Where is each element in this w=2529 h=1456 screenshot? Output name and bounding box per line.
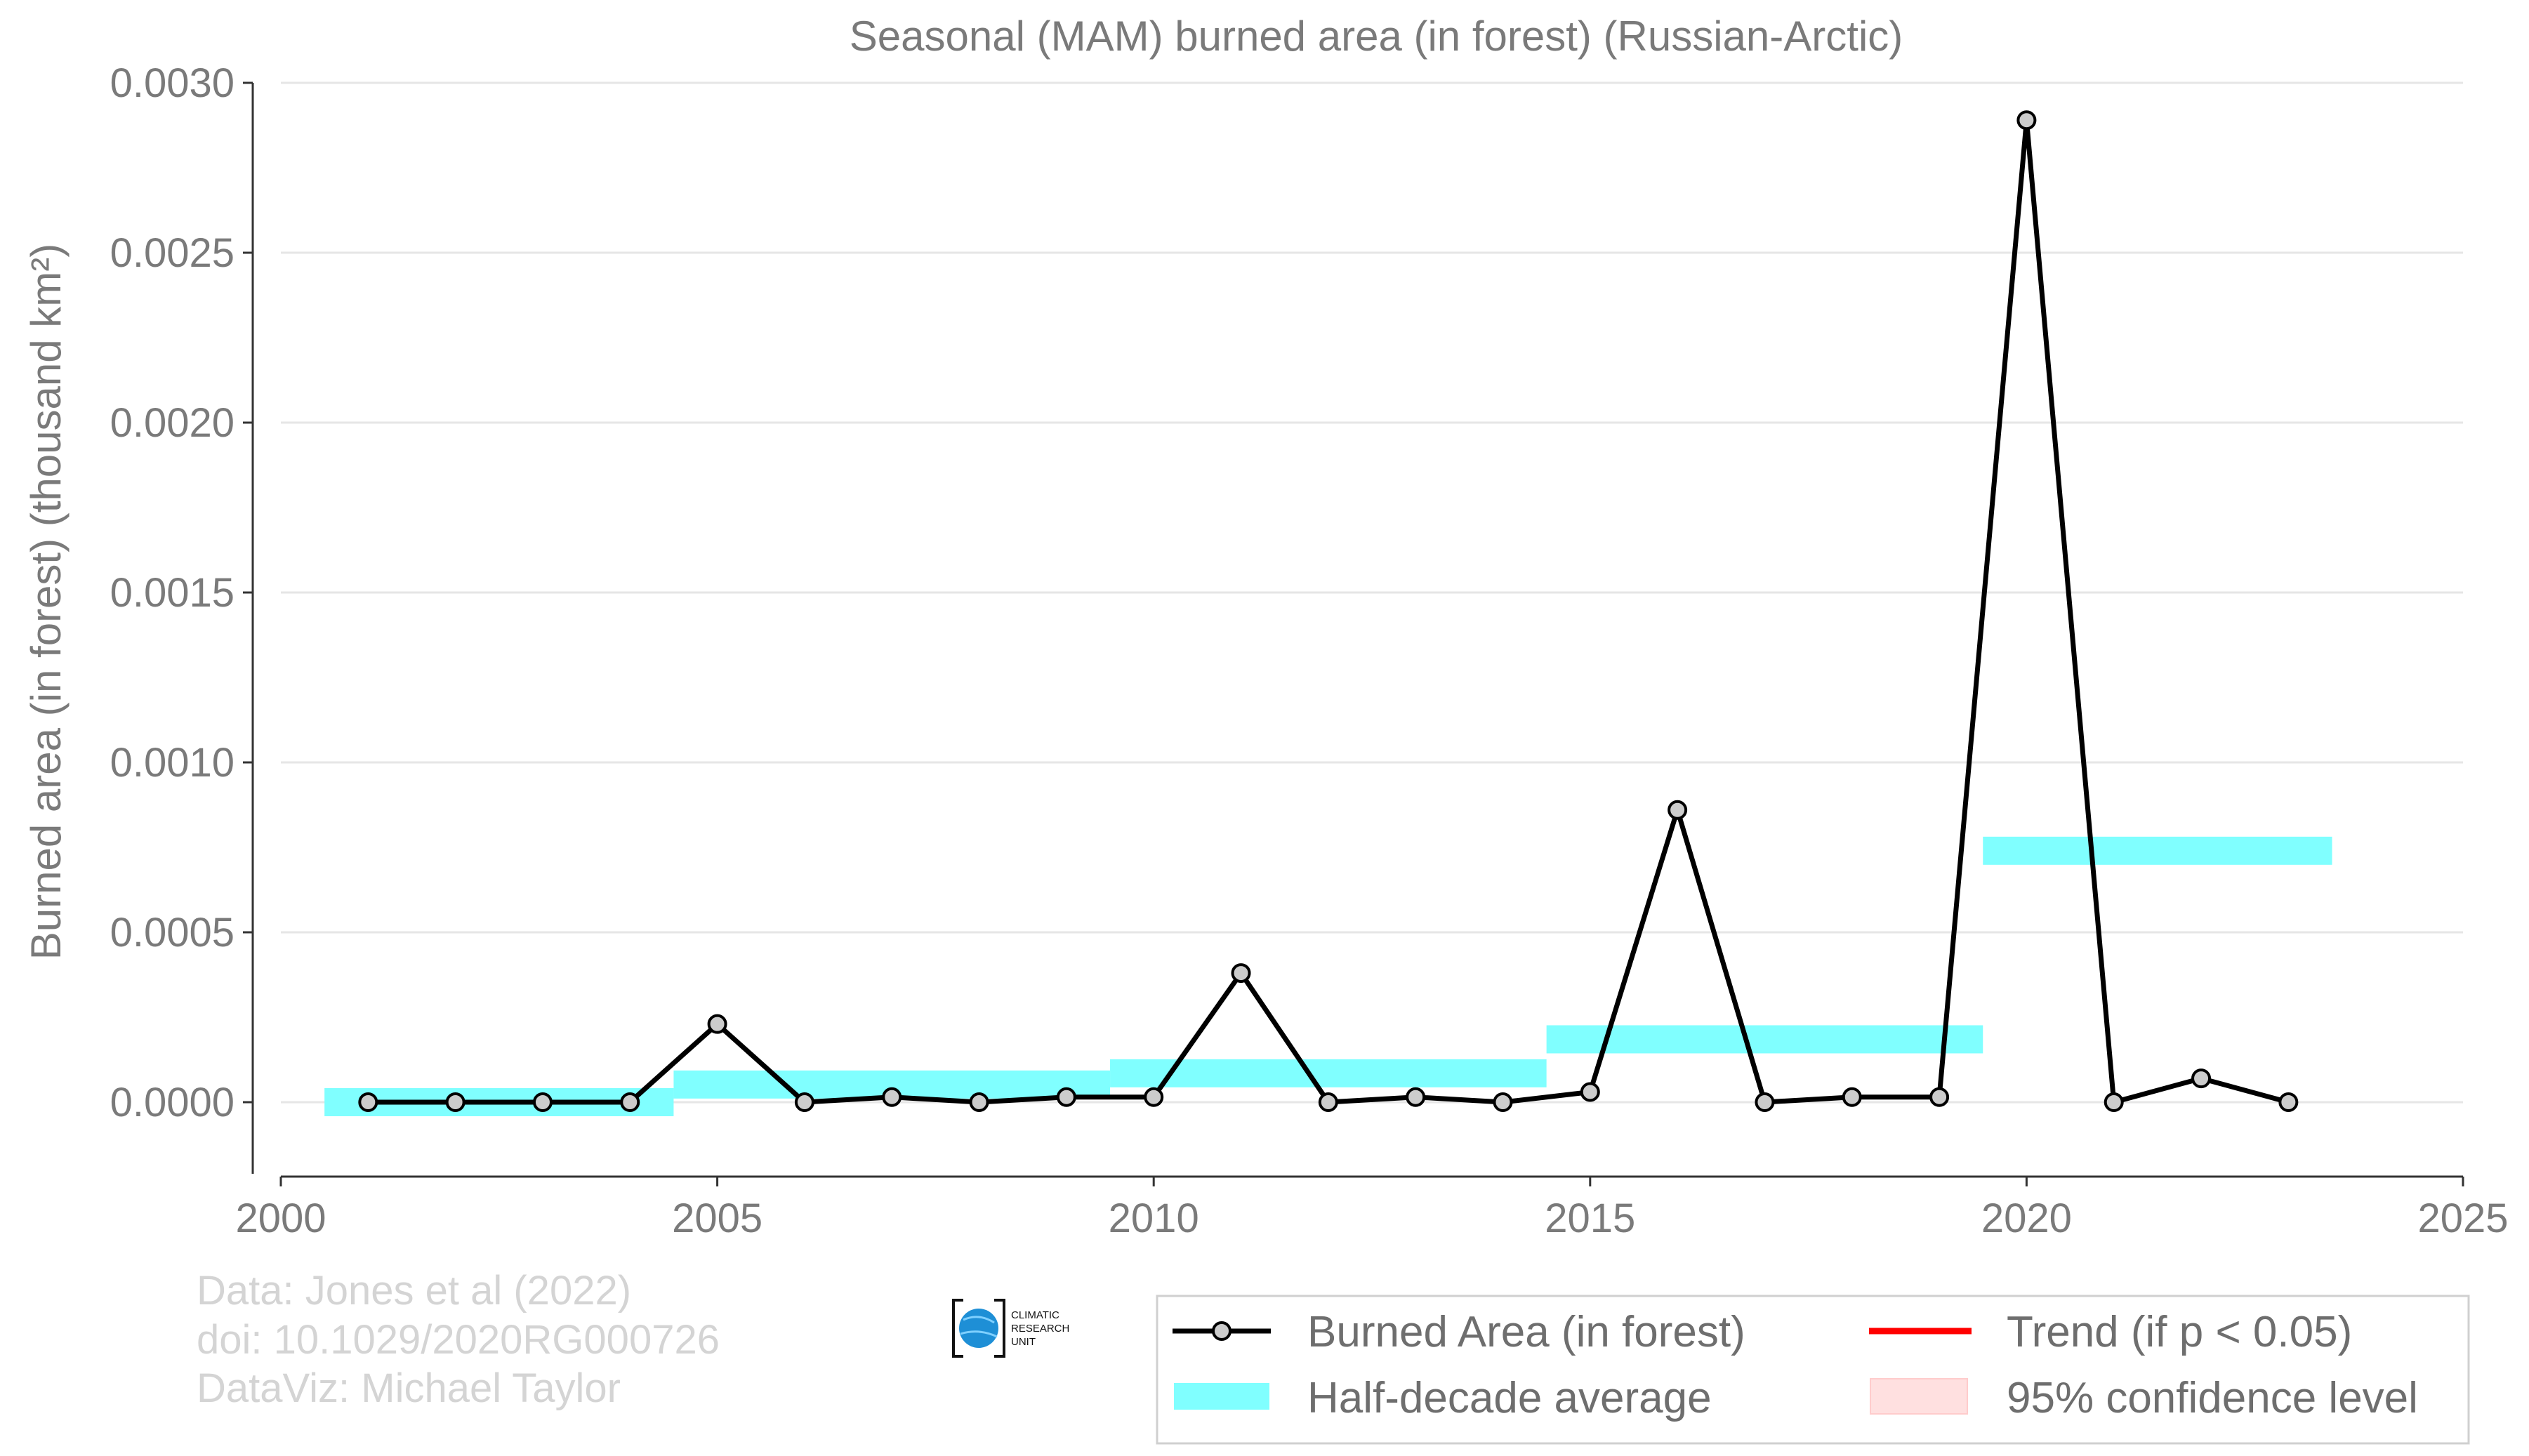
chart-title: Seasonal (MAM) burned area (in forest) (… [850, 13, 1903, 60]
data-point [1842, 1087, 1862, 1107]
data-point [2104, 1092, 2124, 1112]
data-point [1929, 1087, 1950, 1107]
globe-icon [959, 1309, 998, 1348]
legend-box [1156, 1295, 2470, 1445]
half-decade-bar [1110, 1059, 1547, 1087]
y-tick-label: 0.0005 [110, 910, 235, 955]
data-point [1318, 1092, 1338, 1112]
data-point [1406, 1087, 1426, 1107]
x-tick-label: 2005 [672, 1196, 762, 1241]
data-point [1580, 1082, 1600, 1102]
data-point [794, 1092, 814, 1112]
data-point [358, 1092, 378, 1112]
data-point [2016, 110, 2037, 131]
x-tick-label: 2020 [1981, 1196, 2072, 1241]
y-tick-label: 0.0025 [110, 230, 235, 276]
legend-avg-swatch [1174, 1383, 1269, 1410]
x-tick-label: 2015 [1545, 1196, 1635, 1241]
legend-label-burned: Burned Area (in forest) [1307, 1308, 1745, 1356]
y-tick-label: 0.0030 [110, 60, 235, 106]
cru-logo: CLIMATIC RESEARCH UNIT [952, 1299, 1069, 1358]
half-decade-bar [1983, 836, 2332, 865]
data-point [445, 1092, 465, 1112]
data-point [1493, 1092, 1513, 1112]
half-decade-bar [1546, 1025, 1983, 1054]
data-point [620, 1092, 640, 1112]
data-point [969, 1092, 989, 1112]
data-point [2278, 1092, 2299, 1112]
data-point [1144, 1087, 1164, 1107]
credit-data: Data: Jones et al (2022) [197, 1268, 631, 1313]
credit-dataviz: DataViz: Michael Taylor [197, 1365, 621, 1411]
data-point [1056, 1087, 1076, 1107]
data-point [532, 1092, 553, 1112]
x-tick-label: 2025 [2417, 1196, 2508, 1241]
data-point [2191, 1068, 2212, 1089]
x-tick-label: 2000 [235, 1196, 326, 1241]
data-point [1668, 800, 1688, 820]
y-tick-label: 0.0015 [110, 570, 235, 616]
data-point [882, 1087, 902, 1107]
y-tick-label: 0.0000 [110, 1080, 235, 1125]
logo-text-3: UNIT [1011, 1336, 1036, 1348]
y-axis-title: Burned area (in forest) (thousand km²) [22, 244, 70, 960]
legend-marker-swatch [1212, 1321, 1232, 1341]
legend-label-ci: 95% confidence level [2007, 1374, 2418, 1422]
x-tick-label: 2010 [1109, 1196, 1199, 1241]
y-tick-label: 0.0010 [110, 740, 235, 786]
credit-doi: doi: 10.1029/2020RG000726 [197, 1317, 720, 1363]
burned-area-line [368, 117, 2290, 1105]
y-ticks: 0.0000 0.0005 0.0010 0.0015 0.0020 0.0025 0.00… [110, 60, 253, 1125]
y-tick-label: 0.0020 [110, 400, 235, 446]
legend-ci-swatch [1870, 1378, 1968, 1415]
burned-area-points [358, 110, 2299, 1112]
data-point [1231, 963, 1251, 984]
legend: Burned Area (in forest) Half-decade aver… [1156, 1295, 2470, 1445]
logo-text-2: RESEARCH [1011, 1323, 1069, 1335]
data-point [1755, 1092, 1775, 1112]
logo-text-1: CLIMATIC [1011, 1309, 1059, 1321]
half-decade-bars [324, 836, 2332, 1116]
legend-label-trend: Trend (if p < 0.05) [2007, 1308, 2352, 1356]
legend-label-average: Half-decade average [1307, 1374, 1712, 1422]
x-ticks: 2000 2005 2010 2015 2020 2025 [235, 1177, 2509, 1241]
data-point [707, 1014, 727, 1034]
grid [281, 81, 2463, 1104]
